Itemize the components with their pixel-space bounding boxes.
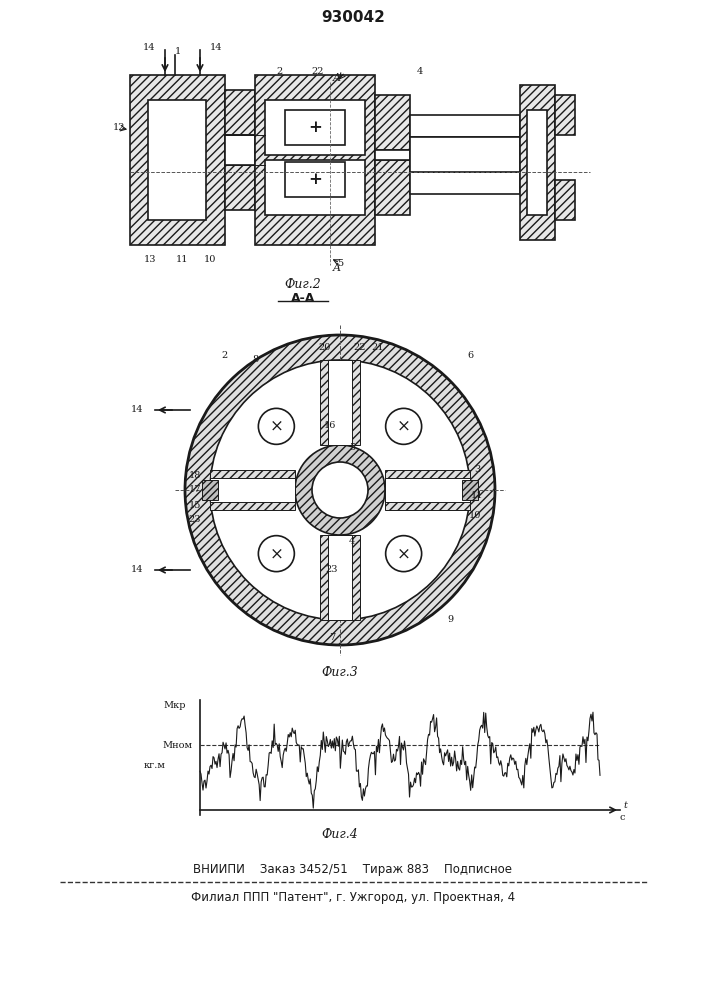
Bar (225, 165, 255, 210)
Circle shape (210, 360, 470, 620)
Circle shape (312, 462, 368, 518)
Text: ×: × (269, 545, 284, 562)
Circle shape (295, 445, 385, 535)
Text: ×: × (397, 545, 411, 562)
Text: 7: 7 (329, 634, 335, 643)
Text: 13: 13 (144, 255, 156, 264)
Text: 3: 3 (474, 466, 480, 475)
Bar (328, 360, 352, 445)
Bar (210, 470, 295, 510)
Text: 14: 14 (143, 43, 155, 52)
Text: 6: 6 (467, 351, 473, 360)
Bar (375, 95, 410, 150)
Text: 12: 12 (112, 123, 125, 132)
Text: 5: 5 (349, 444, 355, 452)
Text: +: + (308, 118, 322, 135)
Text: t: t (623, 800, 627, 810)
Text: 5: 5 (337, 258, 343, 267)
Bar (462, 480, 478, 500)
Bar (202, 480, 218, 500)
Text: ×: × (269, 418, 284, 435)
Circle shape (258, 536, 294, 572)
Bar (285, 110, 345, 145)
Text: 21: 21 (372, 344, 384, 353)
Text: 18: 18 (189, 471, 201, 480)
Bar (410, 172, 520, 194)
Text: Мкр: Мкр (164, 700, 186, 710)
Bar (520, 85, 555, 240)
Text: 23: 23 (189, 516, 201, 524)
Text: 22: 22 (354, 344, 366, 353)
Text: Филиал ППП "Патент", г. Ужгород, ул. Проектная, 4: Филиал ППП "Патент", г. Ужгород, ул. Про… (191, 890, 515, 904)
Bar (265, 160, 365, 215)
Text: с: с (619, 814, 625, 822)
Text: ВНИИПИ    Заказ 3452/51    Тираж 883    Подписное: ВНИИПИ Заказ 3452/51 Тираж 883 Подписное (194, 863, 513, 876)
Text: Мном: Мном (162, 740, 192, 750)
Text: 4: 4 (349, 538, 355, 546)
Circle shape (385, 536, 421, 572)
Bar (385, 478, 470, 502)
Bar (225, 90, 255, 135)
Circle shape (385, 408, 421, 444)
Text: 2: 2 (277, 68, 283, 77)
Bar (555, 95, 575, 135)
Bar (320, 360, 360, 445)
Bar (375, 150, 410, 160)
Text: 1: 1 (175, 47, 181, 56)
Text: 10: 10 (204, 255, 216, 264)
Circle shape (258, 408, 294, 444)
Bar (210, 478, 295, 502)
Text: Фиг.2: Фиг.2 (285, 278, 322, 292)
Bar (148, 100, 206, 220)
Bar (375, 160, 410, 215)
Circle shape (185, 335, 495, 645)
Bar (265, 100, 365, 155)
Text: 2: 2 (222, 351, 228, 360)
Bar (328, 535, 352, 620)
Bar (410, 137, 520, 172)
Bar (285, 162, 345, 197)
Bar (410, 115, 520, 137)
Text: ×: × (397, 418, 411, 435)
Text: 15: 15 (189, 500, 201, 510)
Bar (555, 180, 575, 220)
Bar (225, 135, 255, 165)
Text: Фиг.4: Фиг.4 (322, 828, 358, 842)
Bar (130, 75, 225, 245)
Text: 11: 11 (176, 255, 188, 264)
Text: 16: 16 (324, 420, 337, 430)
Bar (320, 535, 360, 620)
Text: 4: 4 (417, 68, 423, 77)
Text: A: A (333, 263, 341, 273)
Text: 14: 14 (210, 43, 223, 52)
Text: 23: 23 (326, 566, 338, 574)
Bar (385, 470, 470, 510)
Text: 8: 8 (252, 356, 258, 364)
Bar (255, 75, 375, 245)
Text: A: A (333, 73, 341, 83)
Text: 22: 22 (312, 68, 325, 77)
Text: +: + (308, 170, 322, 188)
Text: 930042: 930042 (321, 10, 385, 25)
Text: 17: 17 (189, 486, 201, 494)
Text: Фиг.3: Фиг.3 (322, 666, 358, 680)
Text: 20: 20 (319, 344, 331, 353)
Text: 14: 14 (131, 406, 143, 414)
Bar (527, 110, 547, 215)
Text: 14: 14 (131, 566, 143, 574)
Text: 11: 11 (471, 490, 484, 499)
Text: 10: 10 (469, 510, 481, 520)
Text: 9: 9 (447, 615, 453, 624)
Text: А-А: А-А (291, 292, 315, 304)
Text: кг.м: кг.м (144, 760, 166, 770)
